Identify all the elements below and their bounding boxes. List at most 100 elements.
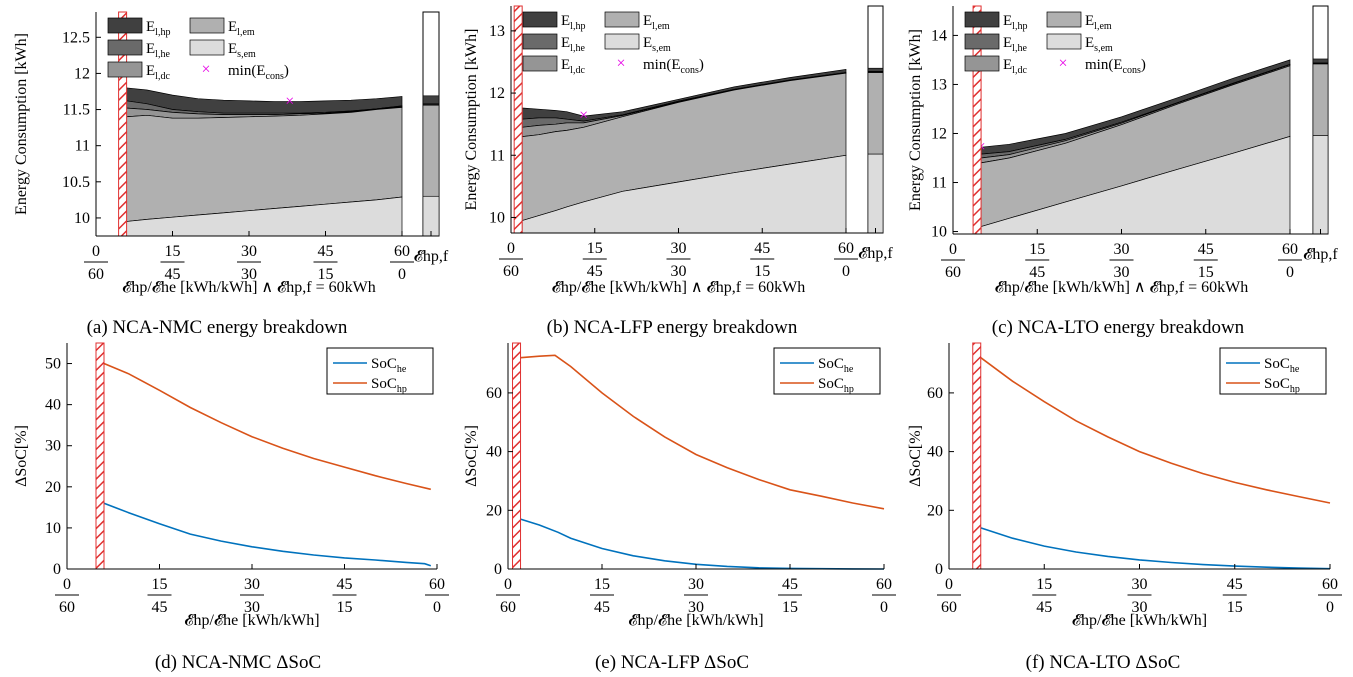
line-soc_he bbox=[520, 518, 885, 570]
x-tick-numerator: 45 bbox=[1227, 576, 1243, 593]
line-soc_hp bbox=[520, 354, 885, 510]
x-axis-label: 𝓔hp/𝓔he [kWh/kWh] ∧ 𝓔hp,f = 60kWh bbox=[552, 279, 806, 296]
x-axis-label: 𝓔hp/𝓔he [kWh/kWh] ∧ 𝓔hp,f = 60kWh bbox=[995, 279, 1249, 296]
y-axis-label: ΔSoC[%] bbox=[13, 425, 30, 487]
legend-swatch bbox=[964, 55, 1000, 72]
y-tick-label: 11 bbox=[932, 175, 947, 192]
x-tick-numerator: 0 bbox=[63, 576, 71, 593]
legend-label: El,hp bbox=[146, 19, 170, 38]
x-tick-denominator: 60 bbox=[945, 264, 961, 281]
legend-swatch bbox=[107, 39, 143, 56]
y-tick-label: 14 bbox=[931, 27, 947, 44]
x-tick-numerator: 30 bbox=[1114, 241, 1130, 258]
x-tick-denominator: 0 bbox=[433, 599, 441, 616]
panel-c: 𝓔hp,f × 10 11 12 13 14 0 60 15 45 30 30 45 15 60 0 Energy… bbox=[907, 5, 1338, 296]
legend-label: min(Econs) bbox=[228, 63, 289, 82]
x-tick-denominator: 0 bbox=[842, 263, 850, 280]
x-tick-denominator: 60 bbox=[88, 266, 104, 283]
legend-min-marker: × bbox=[1058, 55, 1067, 72]
x-tick-numerator: 60 bbox=[876, 576, 892, 593]
y-axis-label: Energy Consumption [kWh] bbox=[463, 29, 480, 211]
y-tick-label: 20 bbox=[927, 502, 943, 519]
x-tick-denominator: 45 bbox=[1036, 599, 1052, 616]
legend-box bbox=[773, 347, 881, 395]
x-tick-denominator: 60 bbox=[503, 263, 519, 280]
x-tick-numerator: 60 bbox=[838, 240, 854, 257]
x-tick-numerator: 0 bbox=[92, 243, 100, 260]
legend-min-marker: × bbox=[616, 55, 625, 72]
x-tick-denominator: 45 bbox=[594, 599, 610, 616]
legend-swatch bbox=[189, 17, 225, 34]
x-tick-numerator: 15 bbox=[152, 576, 168, 593]
x-tick-denominator: 15 bbox=[337, 599, 353, 616]
x-tick-numerator: 45 bbox=[318, 243, 334, 260]
x-tick-denominator: 0 bbox=[1326, 599, 1334, 616]
legend-label: Es,em bbox=[228, 41, 256, 60]
legend-label: El,he bbox=[146, 41, 170, 60]
x-axis-label: 𝓔hp/𝓔he [kWh/kWh] ∧ 𝓔hp,f = 60kWh bbox=[122, 279, 376, 296]
legend-label: El,em bbox=[1085, 13, 1112, 32]
x-tick-denominator: 15 bbox=[318, 266, 334, 283]
caption-d: (d) NCA-NMC ΔSoC bbox=[155, 652, 321, 673]
legend-swatch bbox=[522, 11, 558, 28]
legend-label: min(Econs) bbox=[1085, 57, 1146, 76]
legend-min-marker: × bbox=[201, 61, 210, 78]
min-consumption-marker: × bbox=[579, 107, 588, 124]
y-tick-label: 12 bbox=[489, 85, 505, 102]
y-tick-label: 40 bbox=[486, 444, 502, 461]
x-tick-denominator: 45 bbox=[165, 266, 181, 283]
x-tick-numerator: 30 bbox=[1132, 576, 1148, 593]
legend-label: El,em bbox=[228, 19, 255, 38]
legend-swatch bbox=[189, 39, 225, 56]
fixed-bar-label: 𝓔hp,f bbox=[1303, 246, 1338, 263]
legend-swatch bbox=[522, 55, 558, 72]
x-tick-denominator: 15 bbox=[754, 263, 770, 280]
min-consumption-marker: × bbox=[285, 93, 294, 110]
x-tick-numerator: 30 bbox=[241, 243, 257, 260]
infeasible-region bbox=[513, 5, 523, 234]
panel-d: 0 10 20 30 40 50 0 60 15 45 30 30 45 15 60 0 ΔSoC[%] 𝓔hp/… bbox=[13, 342, 449, 629]
x-tick-numerator: 45 bbox=[782, 576, 798, 593]
x-tick-denominator: 60 bbox=[500, 599, 516, 616]
legend-swatch bbox=[107, 17, 143, 34]
x-tick-denominator: 45 bbox=[587, 263, 603, 280]
fixed-bar-l_em bbox=[867, 72, 884, 155]
y-tick-label: 0 bbox=[935, 561, 943, 578]
x-tick-numerator: 60 bbox=[429, 576, 445, 593]
line-soc_he bbox=[980, 527, 1331, 570]
fixed-bar-s_em bbox=[422, 195, 440, 237]
legend-label: Es,em bbox=[643, 35, 671, 54]
x-tick-denominator: 30 bbox=[1114, 264, 1130, 281]
legend-swatch bbox=[964, 33, 1000, 50]
legend-swatch bbox=[522, 33, 558, 50]
legend-label: SoChe bbox=[1264, 356, 1300, 375]
line-soc_hp bbox=[980, 357, 1331, 504]
x-tick-numerator: 0 bbox=[949, 241, 957, 258]
y-tick-label: 13 bbox=[489, 23, 505, 40]
legend-box bbox=[1219, 347, 1327, 395]
y-tick-label: 12.5 bbox=[62, 29, 90, 46]
x-tick-numerator: 15 bbox=[594, 576, 610, 593]
x-tick-numerator: 45 bbox=[1198, 241, 1214, 258]
x-tick-denominator: 60 bbox=[941, 599, 957, 616]
y-tick-label: 13 bbox=[931, 76, 947, 93]
legend-label: SoChp bbox=[818, 376, 854, 395]
legend-label: El,hp bbox=[561, 13, 585, 32]
y-tick-label: 10 bbox=[74, 210, 90, 227]
x-tick-denominator: 15 bbox=[1227, 599, 1243, 616]
fixed-bar-l_em bbox=[422, 104, 440, 197]
caption-e: (e) NCA-LFP ΔSoC bbox=[595, 652, 749, 673]
x-tick-denominator: 0 bbox=[1286, 264, 1294, 281]
fixed-bar-l_em bbox=[1312, 63, 1329, 136]
legend-swatch bbox=[1046, 11, 1082, 28]
y-tick-label: 60 bbox=[927, 385, 943, 402]
legend-label: Es,em bbox=[1085, 35, 1113, 54]
fixed-bar-label: 𝓔hp,f bbox=[414, 248, 449, 265]
x-tick-denominator: 45 bbox=[1029, 264, 1045, 281]
y-tick-label: 60 bbox=[486, 385, 502, 402]
x-tick-numerator: 30 bbox=[244, 576, 260, 593]
legend-label: El,dc bbox=[561, 57, 585, 76]
panel-b: 𝓔hp,f × 10 11 12 13 0 60 15 45 30 30 45 15 60 0 Energy C… bbox=[463, 5, 893, 296]
x-tick-numerator: 0 bbox=[945, 576, 953, 593]
legend-label: El,em bbox=[643, 13, 670, 32]
